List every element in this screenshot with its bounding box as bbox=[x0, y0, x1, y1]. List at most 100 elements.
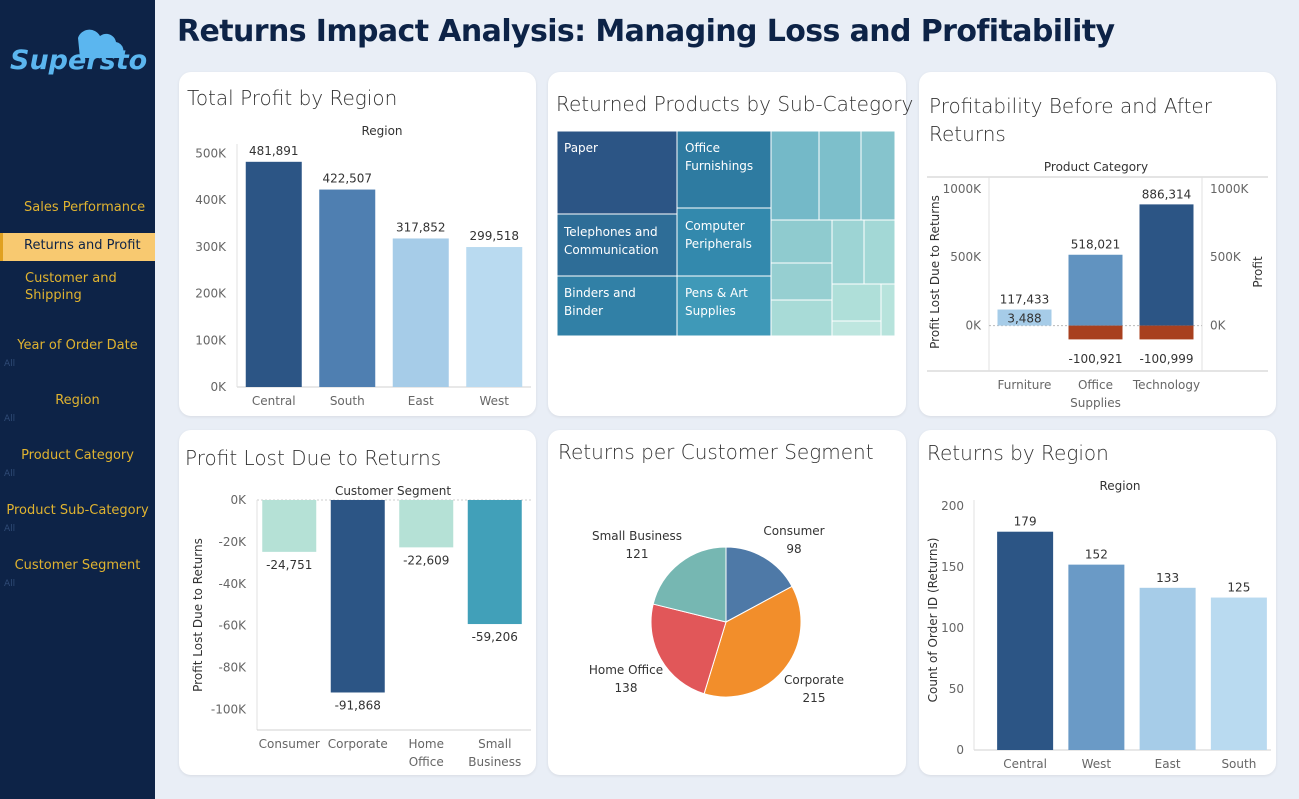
nav-customer-and-shipping[interactable]: Customer and Shipping bbox=[0, 270, 155, 306]
bar bbox=[466, 247, 523, 387]
logo-text: Superstore bbox=[10, 45, 148, 76]
x-tick-label: West bbox=[479, 394, 509, 408]
treemap-cell[interactable] bbox=[770, 130, 820, 221]
x-tick-label: South bbox=[1221, 757, 1256, 771]
data-label: 125 bbox=[1227, 581, 1250, 595]
slice-category-label: Corporate bbox=[784, 673, 844, 687]
bar bbox=[997, 531, 1054, 750]
bar-profit bbox=[1139, 204, 1194, 326]
treemap-cell[interactable] bbox=[831, 320, 882, 337]
y-axis-label: Count of Order ID (Returns) bbox=[926, 538, 940, 703]
treemap-cell[interactable] bbox=[831, 219, 865, 285]
nav-returns-and-profit[interactable]: Returns and Profit bbox=[0, 233, 155, 261]
nav-label: Sales Performance bbox=[24, 200, 146, 215]
superstore-logo[interactable]: Superstore bbox=[8, 24, 148, 79]
treemap-cell-office-furnishings[interactable] bbox=[676, 130, 772, 209]
chart-title: Profit Lost Due to Returns bbox=[185, 446, 442, 470]
treemap-cell[interactable] bbox=[880, 283, 896, 337]
chart-title: Returns per Customer Segment bbox=[558, 440, 874, 464]
bar bbox=[319, 189, 376, 387]
treemap-cell[interactable] bbox=[770, 262, 833, 301]
data-label: 299,518 bbox=[469, 229, 519, 243]
x-tick-label: Office Supplies bbox=[1070, 378, 1121, 410]
y-tick-label: 300K bbox=[195, 240, 227, 254]
data-label-profit: 886,314 bbox=[1142, 187, 1192, 201]
treemap-cell[interactable] bbox=[831, 283, 882, 322]
bar bbox=[1139, 587, 1196, 750]
treemap-cell-pens-art[interactable] bbox=[676, 275, 772, 337]
column-header: Product Category bbox=[1044, 160, 1148, 174]
x-tick-label: Home Office bbox=[409, 737, 444, 769]
bar bbox=[330, 500, 385, 693]
data-label: 481,891 bbox=[249, 144, 299, 158]
treemap-cell[interactable] bbox=[863, 219, 896, 285]
returns-by-region-chart: Region 0 50 100 150 200 Count of Order ID (Ret… bbox=[926, 479, 1271, 771]
slice-value-label: 98 bbox=[786, 542, 801, 556]
filter-category-value[interactable]: All bbox=[4, 469, 16, 479]
treemap-label: Binders and Binder bbox=[564, 286, 636, 318]
treemap-label: Paper bbox=[564, 141, 598, 155]
data-label: 152 bbox=[1085, 548, 1108, 562]
bar bbox=[467, 500, 522, 625]
y-tick-label: 500K bbox=[195, 146, 227, 160]
data-label: 133 bbox=[1156, 571, 1179, 585]
x-tick-label: West bbox=[1082, 757, 1112, 771]
slice-category-label: Small Business bbox=[592, 529, 682, 543]
treemap-label: Telephones and Communication bbox=[564, 225, 659, 257]
y-tick-label: 500K bbox=[950, 250, 982, 264]
page-title: Returns Impact Analysis: Managing Loss a… bbox=[177, 14, 1115, 49]
y-tick-label: 400K bbox=[195, 193, 227, 207]
y-tick-label: -60K bbox=[219, 619, 248, 633]
filter-year-value[interactable]: All bbox=[4, 359, 16, 369]
y-axis-label: Profit Lost Due to Returns bbox=[191, 538, 205, 692]
filter-region-label: Region bbox=[55, 393, 100, 408]
nav-label: Customer and Shipping bbox=[25, 271, 117, 303]
x-tick-label: South bbox=[330, 394, 365, 408]
y-tick-label: -100K bbox=[211, 703, 247, 717]
nav-sales-performance[interactable]: Sales Performance bbox=[0, 200, 155, 220]
treemap-chart bbox=[556, 130, 896, 337]
data-label: 317,852 bbox=[396, 220, 446, 234]
panel-returns-by-region: Returns by Region Region 0 50 100 150 200 Coun… bbox=[919, 430, 1276, 775]
y-tick-label: 0K bbox=[230, 493, 247, 507]
nav-label: Returns and Profit bbox=[24, 238, 141, 253]
pie-slice bbox=[703, 585, 802, 698]
pie-slice bbox=[652, 546, 727, 623]
y-tick-label: 0K bbox=[965, 319, 982, 333]
profit-lost-chart: Customer Segment 0K -20K -40K -60K -80K -100K P… bbox=[191, 484, 531, 769]
chart-title: Returned Products by Sub-Category bbox=[556, 92, 914, 116]
slice-category-label: Consumer bbox=[763, 524, 824, 538]
data-label-loss: -100,999 bbox=[1140, 352, 1194, 366]
treemap-label: Computer Peripherals bbox=[685, 219, 752, 251]
bar bbox=[399, 500, 454, 548]
treemap-cell-paper[interactable] bbox=[556, 130, 678, 215]
treemap-cell[interactable] bbox=[770, 299, 833, 337]
data-label: -59,206 bbox=[472, 630, 518, 644]
filter-region-value[interactable]: All bbox=[4, 414, 16, 424]
filter-subcategory-label: Product Sub-Category bbox=[6, 503, 149, 518]
y-tick-label: 50 bbox=[949, 682, 964, 696]
filter-segment-value[interactable]: All bbox=[4, 579, 16, 589]
x-tick-label: Central bbox=[252, 394, 296, 408]
y-tick-label: 1000K bbox=[943, 182, 983, 196]
treemap-cell[interactable] bbox=[818, 130, 862, 221]
y-tick-label-right: 500K bbox=[1210, 250, 1242, 264]
y-tick-label: 200K bbox=[195, 287, 227, 301]
y-tick-label: -80K bbox=[219, 661, 248, 675]
data-label-loss: 3,488 bbox=[1007, 312, 1041, 326]
chart-title: Returns by Region bbox=[927, 441, 1109, 465]
treemap-cell[interactable] bbox=[770, 219, 833, 264]
column-header: Region bbox=[361, 124, 402, 138]
bar-returns-loss bbox=[1139, 325, 1194, 340]
y-tick-label: -40K bbox=[219, 577, 248, 591]
column-header: Customer Segment bbox=[335, 484, 451, 498]
treemap-label: Office Furnishings bbox=[685, 141, 754, 173]
pie-slice bbox=[650, 603, 727, 695]
pie-slice bbox=[725, 546, 793, 623]
y-tick-label: 0 bbox=[956, 743, 964, 757]
bar-profit bbox=[1068, 254, 1123, 326]
treemap-cell[interactable] bbox=[860, 130, 896, 221]
treemap-label: Pens & Art Supplies bbox=[685, 286, 748, 318]
filter-subcategory-value[interactable]: All bbox=[4, 524, 16, 534]
